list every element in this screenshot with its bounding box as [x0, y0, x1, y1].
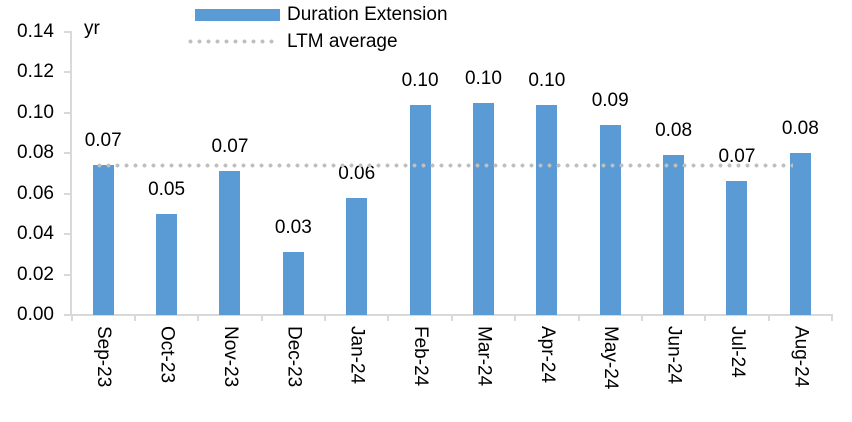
x-axis-tick: [704, 315, 707, 321]
bar-dec-23: [282, 252, 304, 315]
y-axis-tick-label: 0.04: [17, 223, 54, 245]
x-axis-category-label: Oct-23: [156, 326, 178, 384]
x-axis-tick: [70, 315, 73, 321]
bar-jul-24: [726, 181, 748, 315]
legend-label-duration-extension: Duration Extension: [287, 4, 448, 25]
x-axis-category-label: May-24: [600, 326, 622, 390]
x-axis-category-label: Feb-24: [410, 326, 432, 387]
y-axis-line: [70, 31, 72, 316]
y-axis-tick-label: 0.02: [17, 263, 54, 285]
x-axis-tick: [831, 315, 833, 321]
y-axis-tick: [64, 273, 71, 276]
y-axis-tick: [64, 314, 71, 316]
x-axis-category-label: Dec-23: [283, 326, 305, 388]
y-axis-tick: [64, 30, 71, 33]
bar-sep-23: [92, 165, 114, 315]
bar-nov-23: [219, 171, 241, 315]
bar-mar-24: [472, 102, 494, 315]
bar-value-label: 0.07: [718, 146, 756, 168]
y-axis-tick: [64, 71, 71, 74]
x-axis-tick: [197, 315, 200, 321]
y-axis-tick-label: 0.10: [17, 101, 54, 123]
bar-jun-24: [663, 155, 685, 315]
x-axis-category-label: Jan-24: [346, 326, 368, 385]
x-axis-tick: [387, 315, 390, 321]
x-axis-category-label: Jun-24: [663, 326, 685, 385]
y-axis-tick-label: 0.00: [17, 304, 54, 325]
y-axis-tick: [64, 233, 71, 236]
y-axis-tick: [64, 152, 71, 155]
bar-value-label: 0.03: [274, 217, 312, 239]
legend-dotted-line-swatch-icon: [186, 39, 277, 44]
x-axis-tick: [260, 315, 263, 321]
x-axis-tick: [640, 315, 643, 321]
bar-value-label: 0.08: [655, 120, 693, 142]
x-axis-tick: [577, 315, 580, 321]
ltm-average-line: [95, 163, 793, 169]
x-axis-tick: [133, 315, 136, 321]
bar-value-label: 0.10: [401, 69, 439, 91]
y-axis-tick: [64, 111, 71, 114]
bar-value-label: 0.07: [211, 136, 249, 158]
bar-oct-23: [156, 213, 178, 315]
x-axis-category-label: Mar-24: [473, 326, 495, 387]
x-axis-tick: [767, 315, 770, 321]
x-axis-category-label: Apr-24: [536, 326, 558, 384]
bar-value-label: 0.09: [591, 89, 629, 111]
y-axis-tick: [64, 192, 71, 195]
bar-apr-24: [536, 104, 558, 315]
x-axis-category-label: Nov-23: [219, 326, 241, 388]
bar-aug-24: [789, 153, 811, 315]
bar-value-label: 0.08: [781, 118, 819, 140]
y-axis-tick-label: 0.06: [17, 182, 54, 204]
bar-jan-24: [346, 197, 368, 315]
legend-label-ltm-average: LTM average: [287, 31, 398, 52]
legend-bar-swatch-icon: [195, 9, 280, 21]
y-axis-tick-label: 0.14: [17, 20, 54, 42]
bar-may-24: [599, 124, 621, 315]
y-axis-unit-label: yr: [84, 18, 100, 39]
y-axis-tick-label: 0.12: [17, 61, 54, 83]
bar-value-label: 0.05: [148, 178, 186, 200]
bar-value-label: 0.07: [84, 130, 122, 152]
bar-value-label: 0.10: [528, 69, 566, 91]
x-axis-category-label: Aug-24: [790, 326, 812, 388]
x-axis-category-label: Jul-24: [726, 326, 748, 378]
x-axis-tick: [324, 315, 326, 321]
x-axis-category-label: Sep-23: [93, 326, 115, 388]
bar-feb-24: [409, 104, 431, 315]
bar-value-label: 0.10: [464, 67, 502, 89]
x-axis-tick: [450, 315, 453, 321]
y-axis-tick-label: 0.08: [17, 142, 54, 164]
x-axis-tick: [514, 315, 517, 321]
